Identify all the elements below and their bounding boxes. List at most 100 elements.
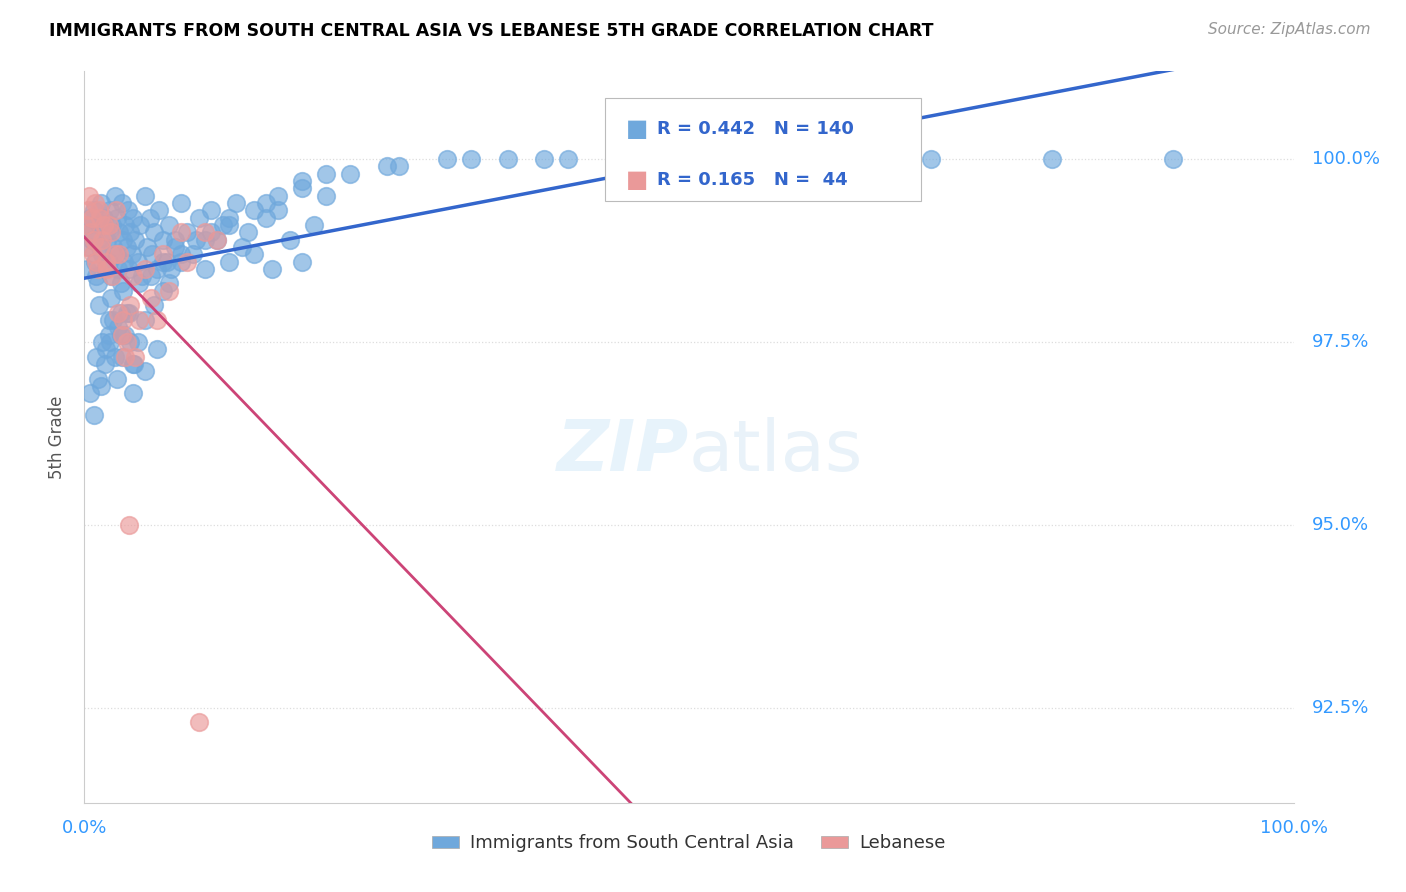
Point (120, 334, 142, 349)
Point (84, 254, 107, 268)
Point (118, 306, 141, 320)
Point (134, 313, 156, 327)
Point (104, 188, 127, 202)
Point (339, 167, 361, 181)
Point (176, 254, 198, 268)
Point (157, 218, 180, 232)
Point (86, 350, 108, 364)
Point (212, 218, 235, 232)
Point (87, 203, 110, 218)
Point (146, 343, 169, 357)
Point (111, 350, 134, 364)
Point (131, 269, 153, 284)
Point (115, 240, 138, 254)
Point (77, 188, 100, 202)
Point (254, 196, 277, 211)
Point (100, 269, 122, 284)
Point (94, 225, 117, 239)
Text: IMMIGRANTS FROM SOUTH CENTRAL ASIA VS LEBANESE 5TH GRADE CORRELATION CHART: IMMIGRANTS FROM SOUTH CENTRAL ASIA VS LE… (49, 22, 934, 40)
Point (100, 291, 122, 305)
Point (496, 152, 519, 166)
Text: R = 0.165   N =  44: R = 0.165 N = 44 (657, 171, 848, 189)
Point (94, 254, 117, 268)
Point (98, 334, 121, 349)
Point (120, 225, 142, 239)
Point (170, 196, 193, 211)
Point (165, 233, 187, 247)
Point (79, 211, 101, 225)
Text: 97.5%: 97.5% (1312, 333, 1369, 351)
Point (103, 313, 125, 327)
Point (115, 306, 138, 320)
Point (129, 218, 152, 232)
Point (278, 233, 301, 247)
Point (86, 261, 108, 276)
Point (207, 233, 229, 247)
Point (90, 240, 112, 254)
Point (188, 211, 211, 225)
Point (194, 261, 217, 276)
Point (1161, 152, 1184, 166)
Point (93, 211, 115, 225)
Point (188, 715, 211, 730)
Point (460, 152, 482, 166)
Point (79, 225, 101, 239)
Point (115, 334, 138, 349)
Point (557, 152, 579, 166)
Text: ■: ■ (626, 118, 648, 141)
Point (97, 327, 120, 342)
Point (94, 261, 117, 276)
Point (93, 218, 115, 232)
Point (1040, 152, 1063, 166)
Point (236, 225, 259, 239)
Point (127, 254, 149, 268)
Point (108, 247, 131, 261)
Point (194, 233, 217, 247)
Point (86, 277, 108, 291)
Point (134, 364, 156, 378)
Point (86, 371, 108, 385)
Point (108, 225, 131, 239)
Point (89, 211, 111, 225)
Point (118, 517, 141, 532)
Point (83, 408, 105, 422)
Text: 92.5%: 92.5% (1312, 698, 1369, 716)
Point (97, 254, 120, 268)
Point (97, 218, 120, 232)
Point (207, 233, 229, 247)
Point (799, 152, 821, 166)
Point (77, 218, 100, 232)
Point (170, 254, 193, 268)
Point (114, 327, 136, 342)
Point (254, 211, 277, 225)
Point (91, 334, 114, 349)
Point (84, 196, 107, 211)
Point (184, 233, 207, 247)
Point (225, 196, 247, 211)
Point (267, 203, 290, 218)
Point (136, 240, 159, 254)
Point (112, 284, 135, 298)
Point (77, 240, 100, 254)
Point (218, 254, 240, 268)
Point (104, 350, 127, 364)
Point (218, 218, 240, 232)
Point (104, 247, 127, 261)
Point (124, 233, 146, 247)
Point (165, 240, 187, 254)
Point (181, 247, 204, 261)
Point (121, 386, 143, 401)
Point (122, 357, 145, 371)
Point (231, 240, 253, 254)
Text: ZIP: ZIP (557, 417, 689, 486)
Point (242, 203, 264, 218)
Point (143, 298, 166, 312)
Point (152, 254, 174, 268)
Point (267, 188, 290, 202)
Point (170, 247, 193, 261)
Text: 95.0%: 95.0% (1312, 516, 1369, 533)
Point (143, 225, 166, 239)
Point (152, 247, 174, 261)
Point (291, 174, 314, 188)
Point (121, 269, 143, 284)
